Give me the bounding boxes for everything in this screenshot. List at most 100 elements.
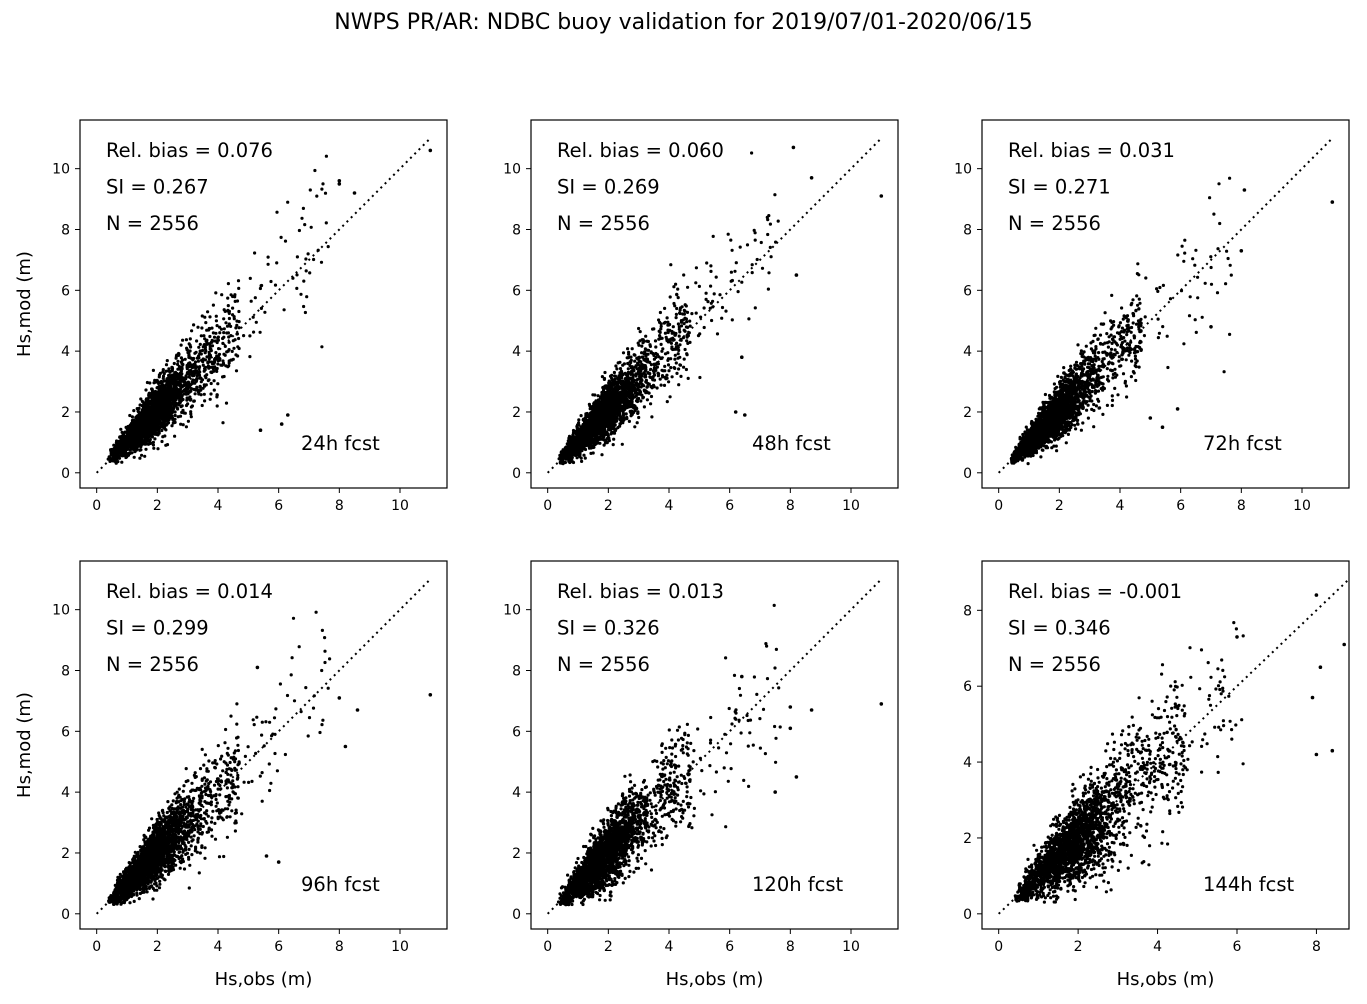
data-point — [194, 387, 198, 391]
data-point — [150, 387, 154, 391]
data-point — [127, 432, 131, 436]
data-point — [185, 348, 189, 352]
data-point — [155, 419, 159, 423]
data-point — [651, 383, 656, 387]
data-point — [192, 365, 196, 369]
data-point — [626, 361, 630, 366]
data-point — [208, 397, 212, 401]
data-point — [622, 362, 627, 366]
data-point — [605, 391, 609, 395]
data-point — [210, 326, 214, 330]
data-point — [143, 454, 147, 458]
data-point — [129, 430, 133, 434]
data-point — [197, 367, 201, 371]
data-point — [615, 367, 619, 371]
data-point — [207, 328, 211, 332]
data-point — [169, 381, 173, 385]
data-point — [642, 384, 646, 388]
data-point — [203, 315, 207, 319]
forecast-label: 24h fcst — [301, 432, 380, 455]
data-point — [181, 408, 185, 412]
data-point — [667, 380, 671, 384]
data-point — [162, 385, 166, 389]
figure-title: NWPS PR/AR: NDBC buoy validation for 201… — [334, 10, 1033, 35]
data-point — [627, 376, 631, 380]
data-point — [629, 360, 633, 365]
data-point — [299, 292, 303, 296]
data-point — [165, 359, 169, 363]
data-point — [752, 228, 756, 232]
data-point — [178, 392, 182, 396]
data-point — [190, 329, 194, 333]
data-point — [589, 443, 593, 447]
data-point — [295, 286, 299, 290]
data-point — [615, 396, 619, 400]
data-point — [616, 377, 620, 381]
data-point — [667, 323, 671, 327]
data-point — [621, 351, 626, 355]
data-point — [654, 345, 658, 349]
data-point — [661, 347, 665, 351]
data-point — [631, 377, 635, 382]
data-point — [729, 279, 733, 283]
data-point — [753, 238, 757, 242]
data-point — [720, 305, 725, 310]
data-point — [673, 357, 677, 361]
data-point — [605, 424, 609, 428]
data-point — [643, 347, 648, 351]
data-point — [176, 415, 180, 419]
data-point — [666, 328, 670, 332]
data-point — [734, 261, 738, 265]
data-point — [233, 338, 237, 342]
data-point — [676, 296, 680, 300]
data-point — [220, 293, 224, 297]
data-point — [211, 303, 215, 307]
data-point — [170, 390, 174, 394]
data-point — [148, 426, 152, 430]
data-point — [729, 270, 734, 274]
data-point — [674, 316, 678, 320]
data-point — [122, 431, 126, 435]
data-point — [163, 434, 167, 438]
data-point — [679, 374, 683, 378]
data-point — [661, 375, 665, 379]
data-point — [745, 243, 750, 247]
data-point — [652, 378, 657, 382]
data-point — [208, 315, 212, 319]
data-point — [651, 375, 655, 379]
data-point — [173, 398, 177, 402]
data-point — [677, 327, 681, 331]
outlier-point — [337, 179, 342, 183]
data-point — [202, 334, 206, 338]
y-tick-label: 10 — [52, 162, 70, 178]
data-point — [301, 206, 305, 210]
data-point — [614, 405, 618, 409]
data-point — [254, 320, 258, 324]
data-point — [650, 415, 654, 419]
data-point — [163, 396, 167, 400]
data-point — [580, 459, 584, 463]
data-point — [652, 357, 657, 361]
data-point — [303, 223, 307, 227]
data-point — [229, 293, 233, 297]
data-point — [625, 356, 629, 360]
data-point — [225, 324, 230, 328]
data-point — [591, 451, 595, 455]
data-point — [229, 324, 233, 328]
data-point — [153, 409, 157, 413]
data-point — [139, 445, 143, 449]
data-point — [197, 345, 201, 349]
data-point — [187, 372, 191, 376]
data-point — [587, 446, 592, 450]
data-point — [614, 364, 618, 368]
data-point — [198, 385, 202, 389]
data-point — [308, 271, 312, 275]
data-point — [275, 261, 279, 265]
data-point — [176, 367, 180, 371]
data-point — [593, 416, 597, 420]
data-point — [688, 324, 692, 328]
data-point — [182, 392, 186, 396]
data-point — [174, 403, 179, 407]
data-point — [149, 430, 153, 434]
